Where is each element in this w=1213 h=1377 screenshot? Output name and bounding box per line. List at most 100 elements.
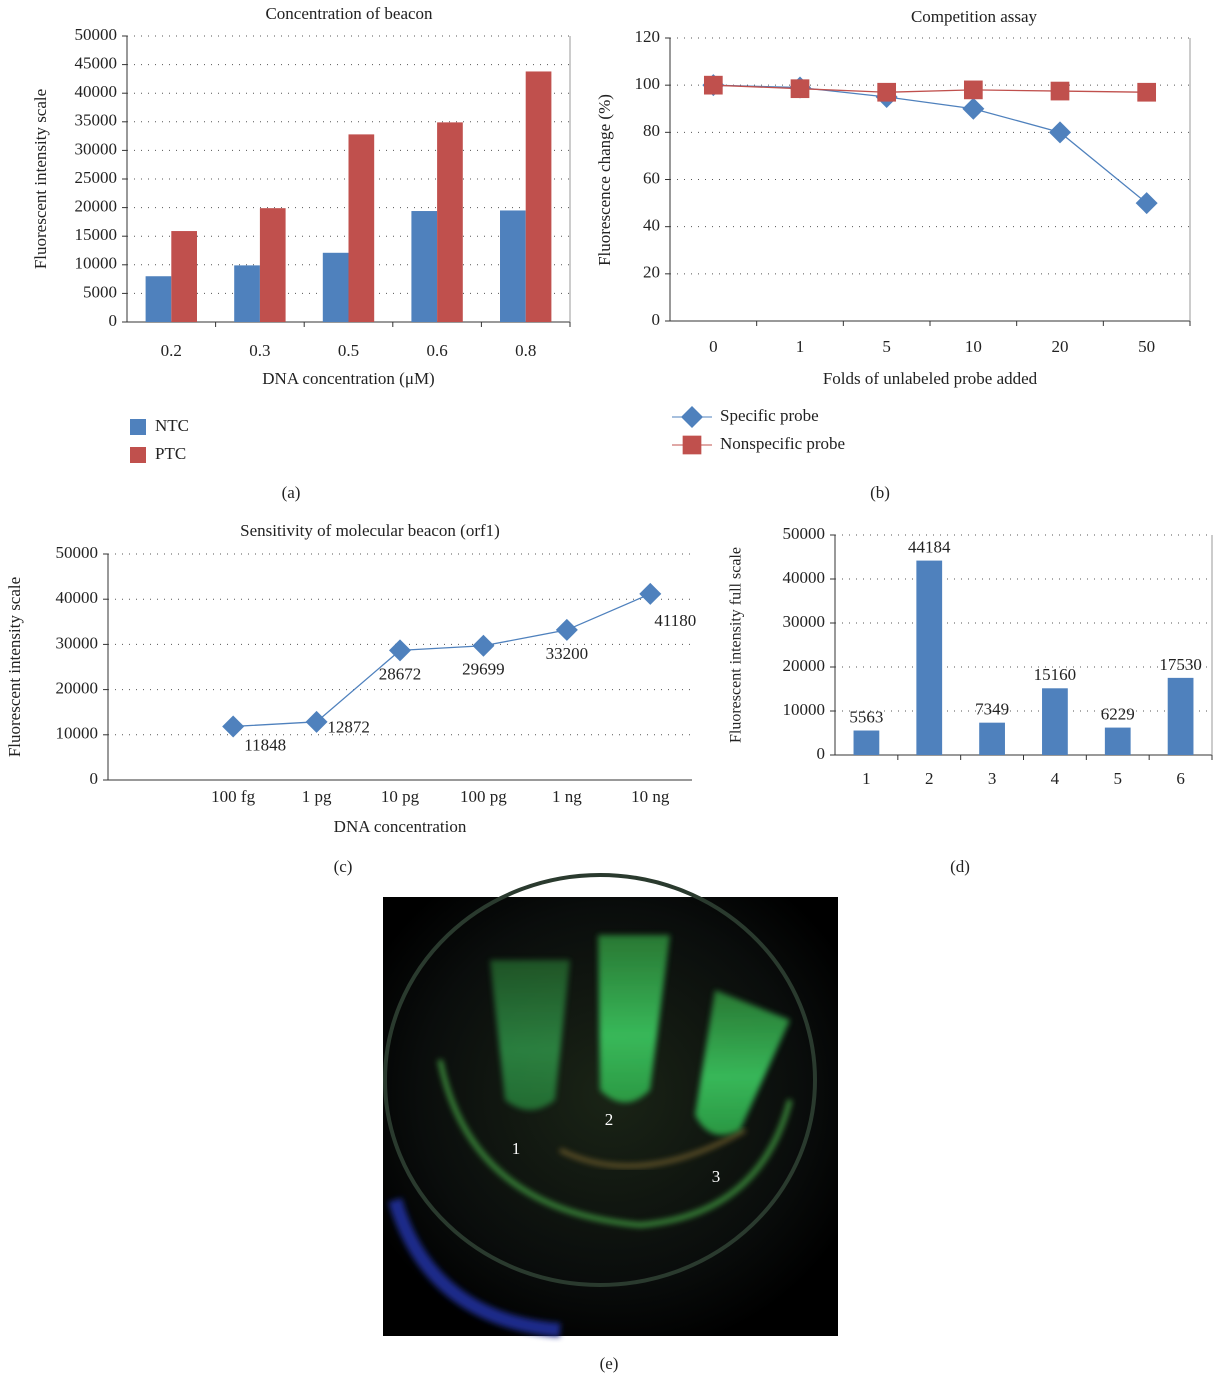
y-tick-label: 30000 (783, 612, 826, 631)
y-axis-label: Fluorescence change (%) (595, 94, 614, 266)
data-label: 12872 (327, 718, 370, 737)
bar (411, 211, 438, 322)
x-axis-label: DNA concentration (334, 817, 467, 836)
y-tick-label: 60 (643, 168, 660, 187)
x-tick-label: 5 (1114, 769, 1123, 788)
y-tick-label: 50000 (75, 25, 118, 44)
bar (500, 210, 526, 322)
y-tick-label: 20000 (75, 197, 118, 216)
bar (437, 122, 463, 322)
x-tick-label: 3 (988, 769, 997, 788)
x-tick-label: 0.5 (338, 341, 359, 360)
y-tick-label: 10000 (783, 700, 826, 719)
marker (1137, 82, 1157, 102)
bar (853, 730, 880, 755)
marker (222, 715, 245, 738)
line (233, 593, 651, 728)
marker (681, 406, 703, 428)
x-tick-label: 0.8 (515, 341, 536, 360)
bar (525, 71, 552, 323)
bar (1104, 727, 1131, 755)
bar (1042, 688, 1068, 755)
y-tick-label: 0 (652, 310, 661, 329)
legend-swatch (130, 419, 146, 435)
legend-label: PTC (155, 444, 186, 463)
bar (145, 276, 172, 322)
bar (916, 560, 943, 755)
bar (322, 252, 349, 322)
marker (790, 79, 810, 99)
panel-caption: (e) (600, 1354, 619, 1373)
x-axis-label: DNA concentration (μM) (262, 369, 434, 388)
x-tick-label: 50 (1138, 337, 1155, 356)
marker (472, 634, 495, 657)
legend-label: Specific probe (720, 406, 819, 425)
legend-label: Nonspecific probe (720, 434, 845, 453)
marker (555, 618, 578, 641)
y-axis-label: Fluorescent intensity full scale (728, 547, 745, 743)
chart-title: Competition assay (911, 7, 1038, 26)
y-tick-label: 100 (635, 74, 661, 93)
data-label: 11848 (244, 735, 286, 754)
marker (305, 710, 328, 733)
y-tick-label: 50000 (56, 543, 99, 562)
y-tick-label: 30000 (75, 139, 118, 158)
marker (1049, 121, 1071, 144)
y-axis-label: Fluorescent intensity scale (5, 577, 24, 757)
y-tick-label: 120 (635, 27, 661, 46)
y-tick-label: 5000 (83, 282, 117, 301)
x-tick-label: 10 (965, 337, 982, 356)
y-tick-label: 50000 (783, 524, 826, 543)
data-label: 5563 (849, 707, 883, 726)
y-tick-label: 40 (643, 216, 660, 235)
data-label: 29699 (462, 660, 505, 679)
x-tick-label: 10 pg (381, 787, 420, 806)
bar (234, 265, 260, 322)
panel-caption: (d) (950, 857, 970, 876)
panel-caption: (a) (282, 483, 301, 502)
x-tick-label: 1 (862, 769, 871, 788)
y-tick-label: 80 (643, 121, 660, 140)
photo: 1 2 3 (383, 873, 838, 1337)
chart-title: Sensitivity of molecular beacon (orf1) (240, 521, 500, 540)
x-tick-label: 100 pg (460, 787, 507, 806)
marker (962, 97, 985, 120)
marker (877, 82, 897, 102)
marker (639, 582, 662, 605)
line (713, 84, 1147, 93)
x-tick-label: 0.2 (161, 341, 182, 360)
data-label: 17530 (1159, 655, 1202, 674)
y-tick-label: 10000 (75, 254, 118, 273)
bar (348, 134, 375, 322)
marker (1050, 81, 1070, 101)
y-axis-label: Fluorescent intensity scale (31, 89, 50, 269)
data-label: 28672 (379, 664, 422, 683)
chart-title: Concentration of beacon (265, 4, 433, 23)
x-tick-label: 0.6 (426, 341, 447, 360)
x-tick-label: 10 ng (631, 787, 670, 806)
tube-label: 3 (712, 1167, 721, 1186)
legend-label: NTC (155, 416, 189, 435)
x-tick-label: 20 (1052, 337, 1069, 356)
x-tick-label: 1 ng (552, 787, 582, 806)
x-tick-label: 1 pg (302, 787, 332, 806)
y-tick-label: 45000 (75, 54, 118, 73)
panel-caption: (c) (334, 857, 353, 876)
data-label: 15160 (1034, 665, 1077, 684)
y-tick-label: 35000 (75, 111, 118, 130)
bar (259, 208, 286, 322)
x-tick-label: 5 (882, 337, 891, 356)
marker (682, 435, 702, 455)
y-tick-label: 25000 (75, 168, 118, 187)
legend-swatch (130, 447, 146, 463)
x-tick-label: 0 (709, 337, 718, 356)
tube-label: 2 (605, 1110, 614, 1129)
y-tick-label: 0 (817, 744, 826, 763)
x-tick-label: 1 (796, 337, 805, 356)
y-tick-label: 40000 (75, 82, 118, 101)
y-tick-label: 15000 (75, 225, 118, 244)
line (713, 84, 1148, 204)
marker (1135, 192, 1158, 215)
data-label: 6229 (1101, 704, 1135, 723)
